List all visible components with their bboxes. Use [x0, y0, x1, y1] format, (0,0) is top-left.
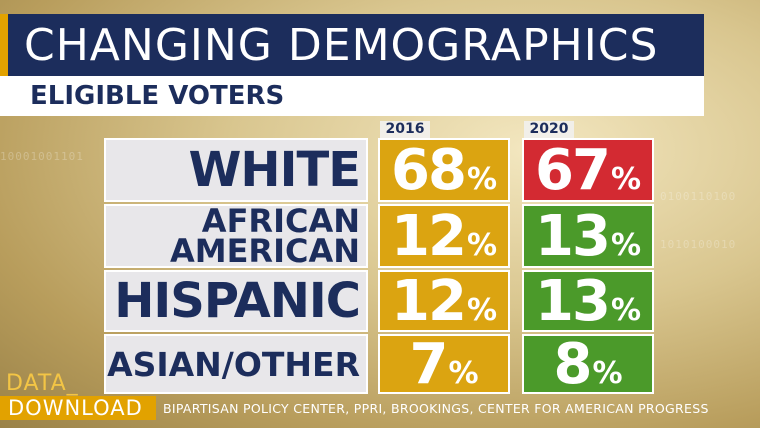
background-texture: 10001001101: [0, 150, 84, 163]
value-number: 8: [553, 331, 592, 397]
value-unit: %: [610, 292, 641, 328]
background-texture: 0100110100: [660, 190, 737, 203]
brand-logo-box: [0, 396, 156, 420]
value-hispanic-2016: 12%: [378, 268, 510, 334]
value-unit: %: [466, 161, 497, 197]
value-unit: %: [466, 292, 497, 328]
value-white-2020: 67%: [522, 137, 654, 203]
row-label-african-american: AFRICAN AMERICAN: [104, 204, 368, 268]
value-white-2016: 68%: [378, 137, 510, 203]
value-unit: %: [610, 161, 641, 197]
subtitle-bar: [0, 76, 704, 116]
value-number: 68: [391, 137, 467, 203]
row-label-white: WHITE: [104, 138, 368, 202]
value-number: 12: [391, 268, 467, 334]
background-texture: 1010100010: [660, 238, 737, 251]
value-number: 13: [535, 268, 611, 334]
column-header-2020: 2020: [524, 121, 574, 138]
chart-subtitle: ELIGIBLE VOTERS: [30, 81, 285, 111]
brand-logo-download: DOWNLOAD: [8, 396, 143, 420]
title-accent: [0, 14, 8, 76]
value-asian-other-2020: 8%: [522, 331, 654, 397]
value-unit: %: [592, 355, 623, 391]
title-bar: [0, 14, 704, 76]
value-number: 67: [535, 137, 611, 203]
value-asian-other-2016: 7%: [378, 331, 510, 397]
value-number: 7: [409, 331, 448, 397]
row-label-hispanic: HISPANIC: [104, 270, 368, 332]
value-african-american-2020: 13%: [522, 203, 654, 269]
value-unit: %: [610, 227, 641, 263]
row-label-asian-other: ASIAN/OTHER: [104, 334, 368, 394]
brand-logo-data: DATA_: [6, 371, 79, 396]
value-number: 12: [391, 203, 467, 269]
value-african-american-2016: 12%: [378, 203, 510, 269]
source-citation: BIPARTISAN POLICY CENTER, PPRI, BROOKING…: [163, 401, 709, 416]
value-unit: %: [466, 227, 497, 263]
value-unit: %: [448, 355, 479, 391]
row-label-line: AFRICAN: [201, 202, 360, 240]
column-header-2016: 2016: [380, 121, 430, 138]
value-hispanic-2020: 13%: [522, 268, 654, 334]
chart-title: CHANGING DEMOGRAPHICS: [24, 20, 659, 71]
value-number: 13: [535, 203, 611, 269]
row-label-line: AMERICAN: [169, 232, 360, 270]
